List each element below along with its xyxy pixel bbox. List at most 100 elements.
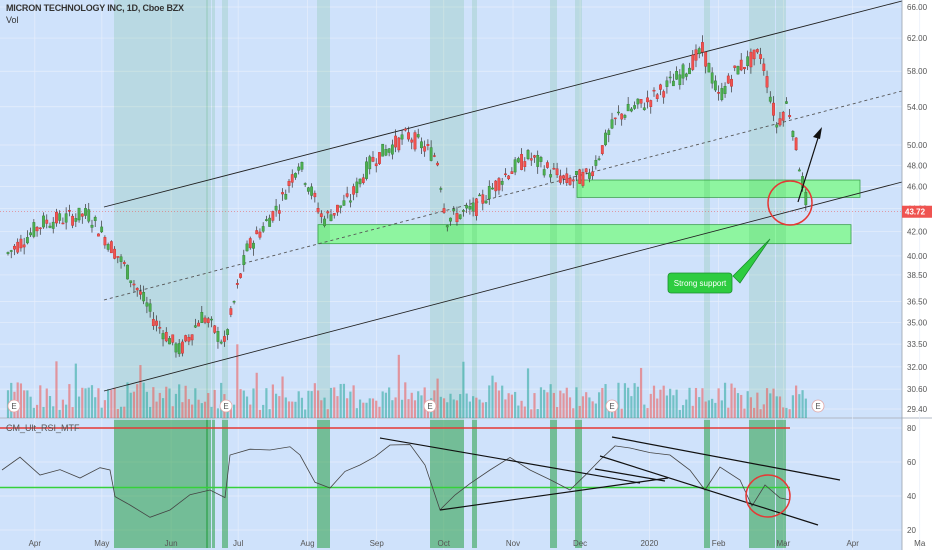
volume-bar <box>97 388 100 418</box>
candle-body <box>746 56 750 67</box>
candle-body <box>232 301 236 303</box>
volume-bar <box>704 401 707 418</box>
candle-body <box>9 250 13 252</box>
volume-bar <box>294 401 297 418</box>
signal-band-bg <box>430 0 464 548</box>
volume-bar <box>413 400 417 418</box>
candle-body <box>361 177 365 183</box>
signal-band-bg <box>212 0 215 548</box>
candle-body <box>51 221 55 229</box>
candle-body <box>497 178 501 191</box>
volume-bar <box>287 401 291 418</box>
candle-body <box>694 49 698 61</box>
volume-bar <box>681 405 685 418</box>
candle-body <box>462 210 465 212</box>
volume-bar <box>410 392 413 418</box>
volume-bar <box>87 387 90 418</box>
indicator-pane <box>0 418 902 550</box>
target-arrow-head <box>813 127 822 139</box>
candle-body <box>29 232 33 236</box>
volume-bar <box>45 388 48 418</box>
candle-body <box>562 175 565 179</box>
candle-body <box>190 334 194 341</box>
volume-bar <box>497 390 501 418</box>
volume-bar <box>795 385 798 418</box>
candle-body <box>67 210 71 212</box>
candle-body <box>633 105 637 109</box>
volume-bar <box>672 395 675 418</box>
time-tick-label: Mar <box>777 539 791 548</box>
volume-bar <box>484 402 488 418</box>
last-price-label: 43.72 <box>905 208 926 217</box>
candle-body <box>584 168 588 173</box>
candle-body <box>323 218 326 226</box>
volume-bar <box>756 392 759 418</box>
candle-body <box>675 71 679 80</box>
volume-bar <box>481 402 484 418</box>
candle-body <box>390 144 394 155</box>
candle-body <box>216 331 220 342</box>
volume-bar <box>572 408 575 418</box>
candle-body <box>804 191 808 206</box>
price-tick-label: 42.00 <box>907 228 928 237</box>
candle-body <box>778 118 782 126</box>
volume-bar <box>365 402 368 418</box>
candle-body <box>119 256 123 262</box>
volume-bar <box>633 383 636 418</box>
candle-body <box>442 208 446 213</box>
volume-bar <box>187 399 190 418</box>
volume-bar <box>659 389 662 418</box>
volume-bar <box>220 382 223 418</box>
volume-bar <box>746 391 749 418</box>
candle-body <box>743 67 746 70</box>
candle-body <box>297 166 301 171</box>
candle-body <box>16 241 20 253</box>
candle-body <box>565 173 569 183</box>
candle-body <box>219 341 223 344</box>
candle-body <box>636 98 640 105</box>
candle-body <box>571 179 575 182</box>
candle-body <box>355 181 359 193</box>
volume-bar <box>313 383 316 418</box>
volume-bar <box>552 392 555 418</box>
volume-bar <box>200 403 203 418</box>
volume-bar <box>26 390 29 418</box>
candle-body <box>368 156 372 170</box>
candle-body <box>533 155 536 158</box>
candle-body <box>416 134 420 138</box>
candle-body <box>206 318 210 323</box>
candle-body <box>135 287 139 291</box>
candle-body <box>749 51 753 68</box>
volume-bar <box>556 406 559 418</box>
candle-body <box>730 78 733 87</box>
candle-body <box>151 319 155 326</box>
candle-body <box>765 76 769 88</box>
volume-bar <box>284 397 287 418</box>
volume-bar <box>455 400 459 418</box>
volume-bar <box>533 393 536 418</box>
volume-bar <box>627 387 630 418</box>
volume-bar <box>107 389 110 418</box>
price-tick-label: 36.50 <box>907 297 928 306</box>
time-tick-label: Feb <box>712 539 726 548</box>
candle-body <box>229 308 233 315</box>
candle-body <box>381 143 385 157</box>
volume-bar <box>197 399 200 418</box>
volume-bar <box>772 388 775 418</box>
time-tick-label: Aug <box>300 539 314 548</box>
candle-body <box>610 119 614 129</box>
price-tick-label: 33.50 <box>907 340 928 349</box>
candle-body <box>77 207 81 221</box>
volume-bar <box>439 396 442 418</box>
volume-bar <box>701 388 704 418</box>
volume-bar <box>388 387 391 418</box>
candle-body <box>733 65 737 68</box>
volume-bar <box>749 397 752 418</box>
volume-bar <box>669 388 672 418</box>
volume-bar <box>342 383 346 418</box>
volume-bar <box>77 396 81 418</box>
price-tick-label: 32.00 <box>907 363 928 372</box>
candle-body <box>520 154 523 170</box>
signal-band <box>472 420 477 548</box>
